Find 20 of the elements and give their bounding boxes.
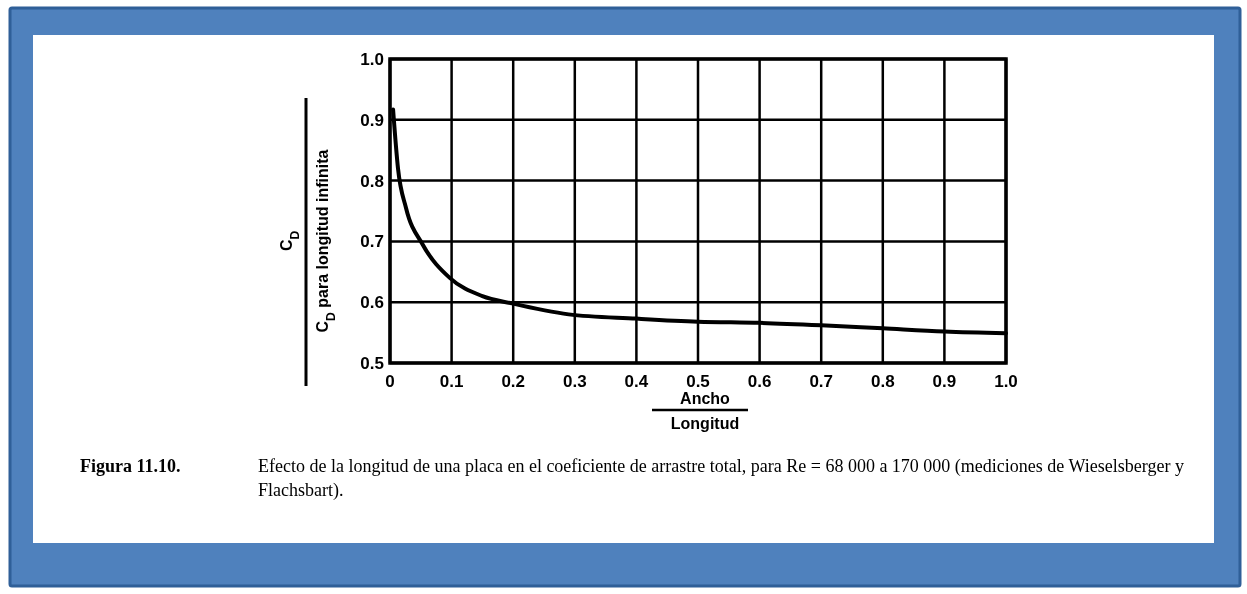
x-tick-label: 0.5 [686, 372, 710, 391]
x-tick-label: 0.3 [562, 372, 587, 391]
y-tick-label: 0.9 [360, 110, 384, 130]
x-tick-label: 0.7 [809, 372, 834, 391]
text: Figura 11.10. [80, 456, 181, 476]
x-tick-label: 0.8 [870, 372, 895, 391]
x-tick-label: 1.0 [994, 372, 1018, 391]
y-tick-label: 0.7 [360, 232, 384, 252]
x-tick-label: 0.1 [439, 372, 464, 391]
x-tick-label: 0 [385, 372, 395, 391]
x-tick-label: 0.2 [501, 372, 526, 391]
y-tick-label: 0.6 [360, 293, 384, 313]
x-tick-label: 0.4 [624, 372, 649, 391]
x-tick-label: 0.9 [932, 372, 957, 391]
y-tick-label: 0.5 [360, 354, 384, 373]
x-axis-title: Ancho Longitud [670, 390, 740, 432]
x-tick-label: 0.6 [747, 372, 772, 391]
y-tick-label: 0.8 [360, 171, 384, 191]
y-tick-label: 1.0 [360, 50, 384, 69]
text: Efecto de la longitud de una placa en el coeficiente de arrastre total, para Re = 68 000 a 170 000 (mediciones de Wieselsberger y Flachsbart). [258, 456, 1184, 501]
